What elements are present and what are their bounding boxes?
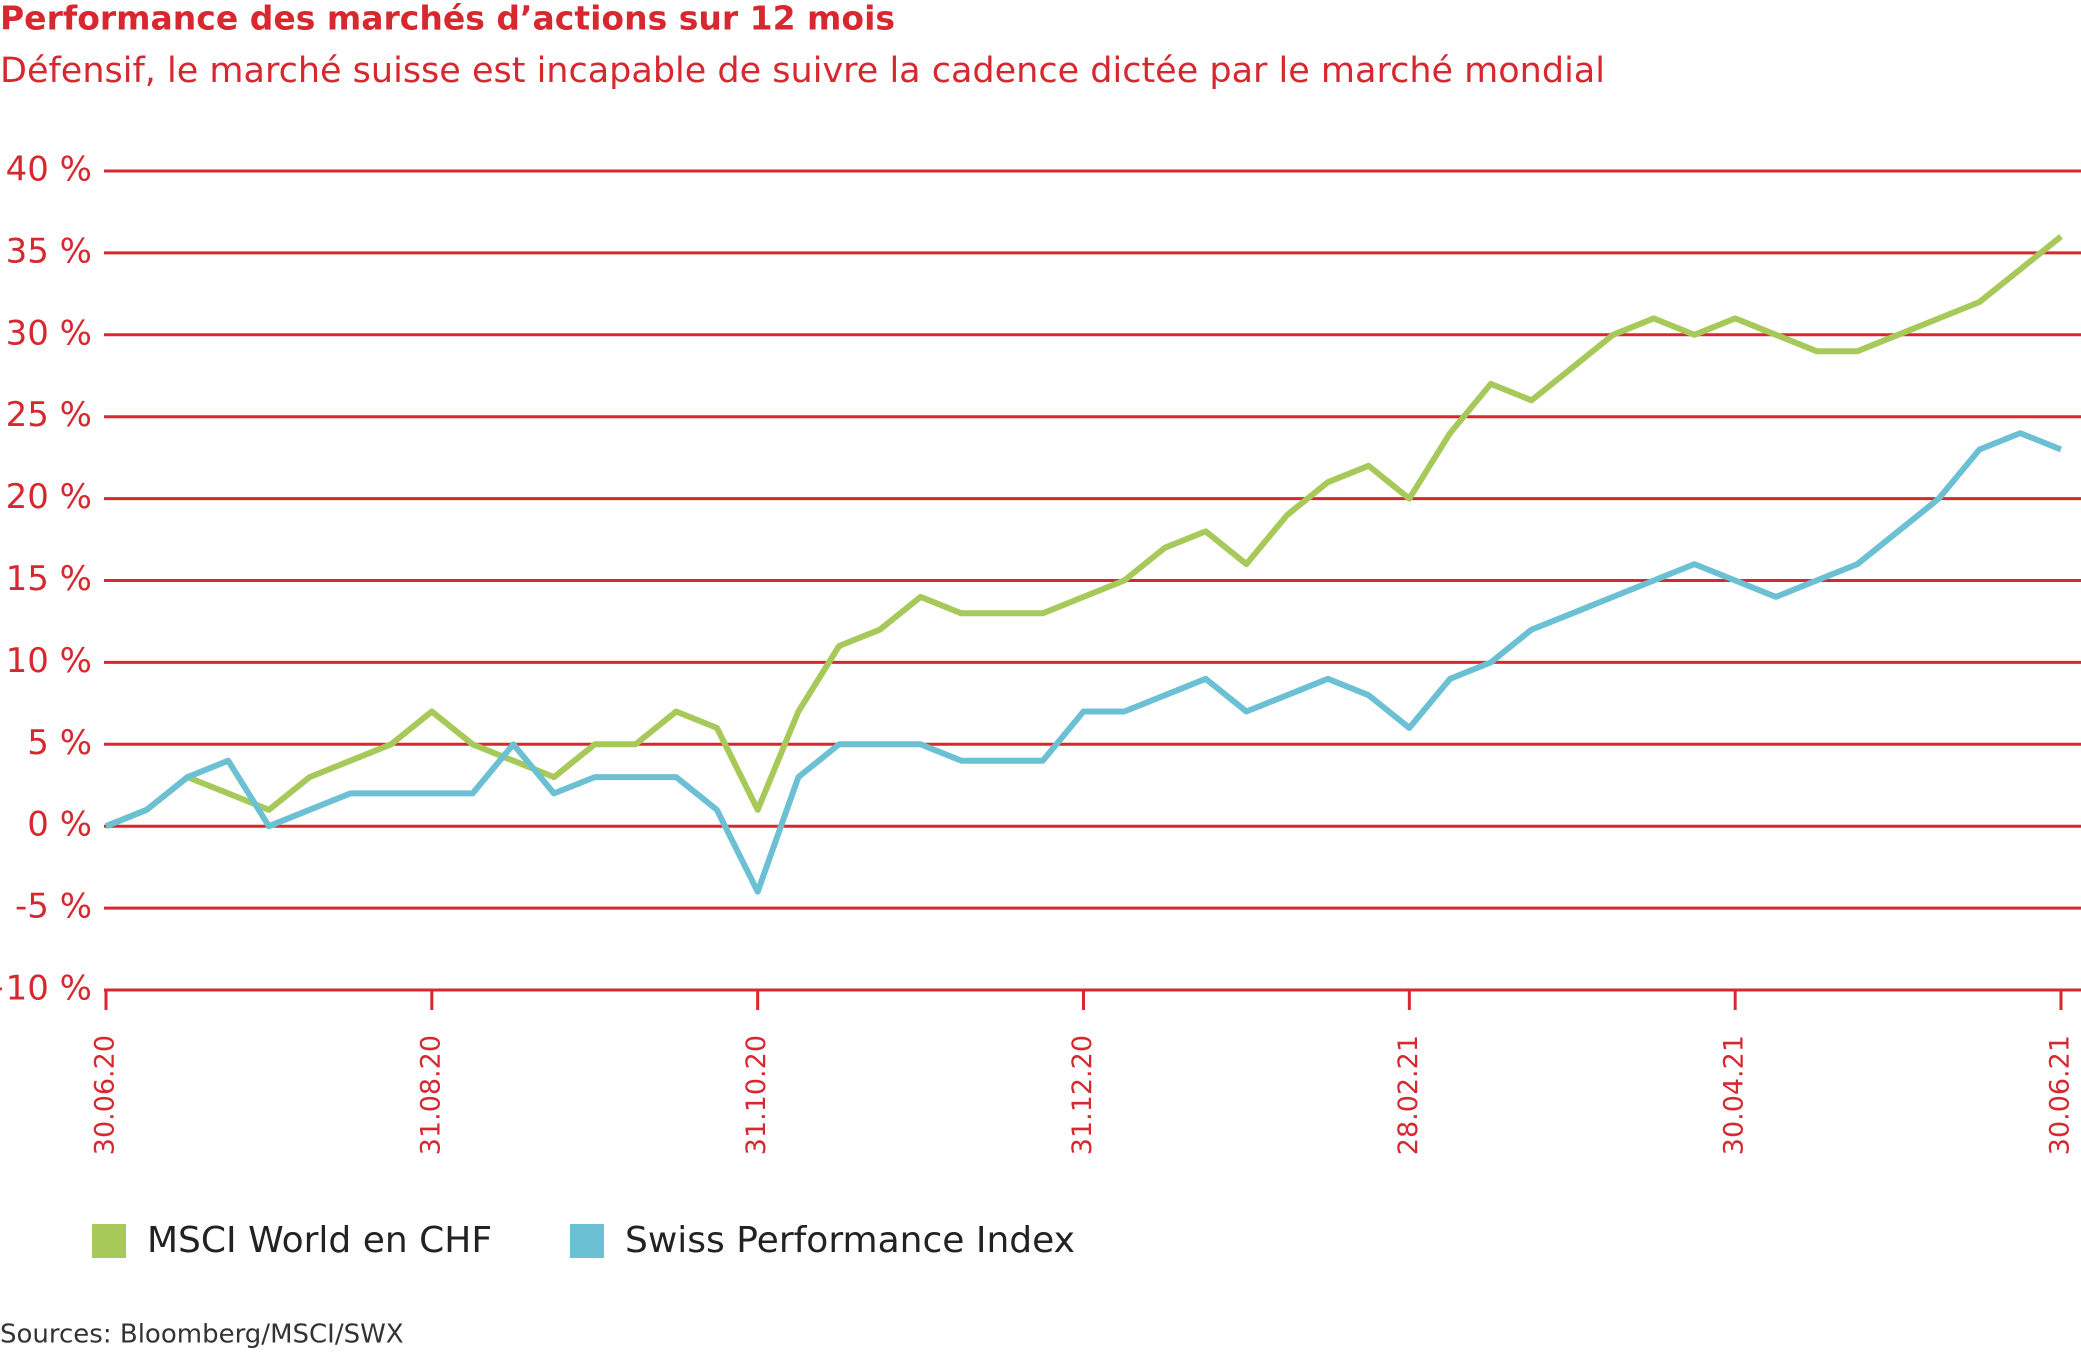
y-tick-label: -5 % bbox=[15, 887, 92, 927]
y-tick-label: 30 % bbox=[6, 313, 92, 353]
x-tick-label: 31.10.20 bbox=[741, 1035, 772, 1155]
legend-swatch bbox=[92, 1224, 126, 1258]
y-tick-label: 40 % bbox=[6, 150, 92, 190]
y-tick-label: 15 % bbox=[6, 559, 92, 599]
x-tick-label: 31.12.20 bbox=[1067, 1035, 1098, 1155]
y-tick-label: 20 % bbox=[6, 477, 92, 517]
x-tick-label: 30.04.21 bbox=[1719, 1035, 1750, 1155]
y-tick-label: 10 % bbox=[6, 641, 92, 681]
legend-label: Swiss Performance Index bbox=[625, 1220, 1075, 1261]
y-tick-label: 5 % bbox=[27, 723, 92, 763]
y-tick-label: 0 % bbox=[27, 805, 92, 845]
x-tick-label: 28.02.21 bbox=[1393, 1035, 1424, 1155]
x-tick-label: 30.06.21 bbox=[2045, 1035, 2076, 1155]
y-tick-label: −10 % bbox=[0, 969, 92, 1009]
series-line bbox=[104, 430, 2063, 895]
x-tick-label: 31.08.20 bbox=[415, 1035, 446, 1155]
y-tick-label: 25 % bbox=[6, 395, 92, 435]
series-line bbox=[104, 234, 2063, 829]
legend-label: MSCI World en CHF bbox=[147, 1220, 492, 1261]
chart-subtitle: Défensif, le marché suisse est incapable… bbox=[0, 51, 1605, 91]
x-tick-label: 30.06.20 bbox=[90, 1035, 121, 1155]
source-note: Sources: Bloomberg/MSCI/SWX bbox=[0, 1320, 404, 1350]
chart-title: Performance des marchés d’actions sur 12… bbox=[0, 0, 895, 38]
legend-swatch bbox=[570, 1224, 604, 1258]
y-tick-label: 35 % bbox=[6, 231, 92, 271]
